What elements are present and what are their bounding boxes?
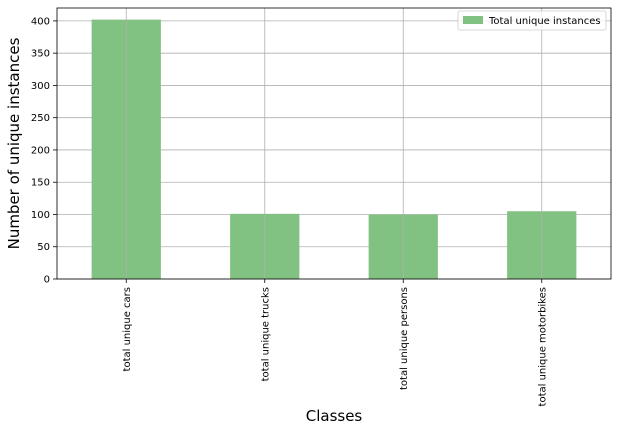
y-axis-title: Number of unique instances — [5, 37, 23, 249]
y-tick-label: 0 — [44, 275, 50, 286]
legend-box — [457, 10, 607, 31]
legend: Total unique instances — [457, 10, 607, 31]
y-tick-label: 400 — [31, 16, 50, 27]
y-axis-ticks: 0 50 100 150 200 250 300 350 400 — [31, 16, 57, 286]
y-tick-label: 200 — [31, 145, 50, 156]
legend-label: Total unique instances — [488, 16, 601, 27]
x-tick-label: total unique persons — [399, 287, 410, 390]
y-tick-label: 50 — [37, 242, 50, 253]
plot-frame — [56, 7, 612, 280]
y-tick-label: 100 — [31, 210, 50, 221]
vertical-grid-layer — [125, 8, 543, 279]
bar-layer — [91, 19, 577, 279]
y-tick-label: 350 — [31, 49, 50, 60]
y-tick-label: 300 — [31, 81, 50, 92]
x-tick-label: total unique cars — [122, 287, 133, 371]
x-tick-label: total unique trucks — [260, 287, 271, 381]
x-tick-label: total unique motorbikes — [537, 287, 548, 406]
legend-swatch — [463, 16, 483, 24]
y-tick-label: 250 — [31, 113, 50, 124]
x-axis-ticks: total unique cars total unique trucks tota… — [122, 279, 548, 406]
y-tick-label: 150 — [31, 178, 50, 189]
x-axis-title: Classes — [306, 407, 363, 425]
